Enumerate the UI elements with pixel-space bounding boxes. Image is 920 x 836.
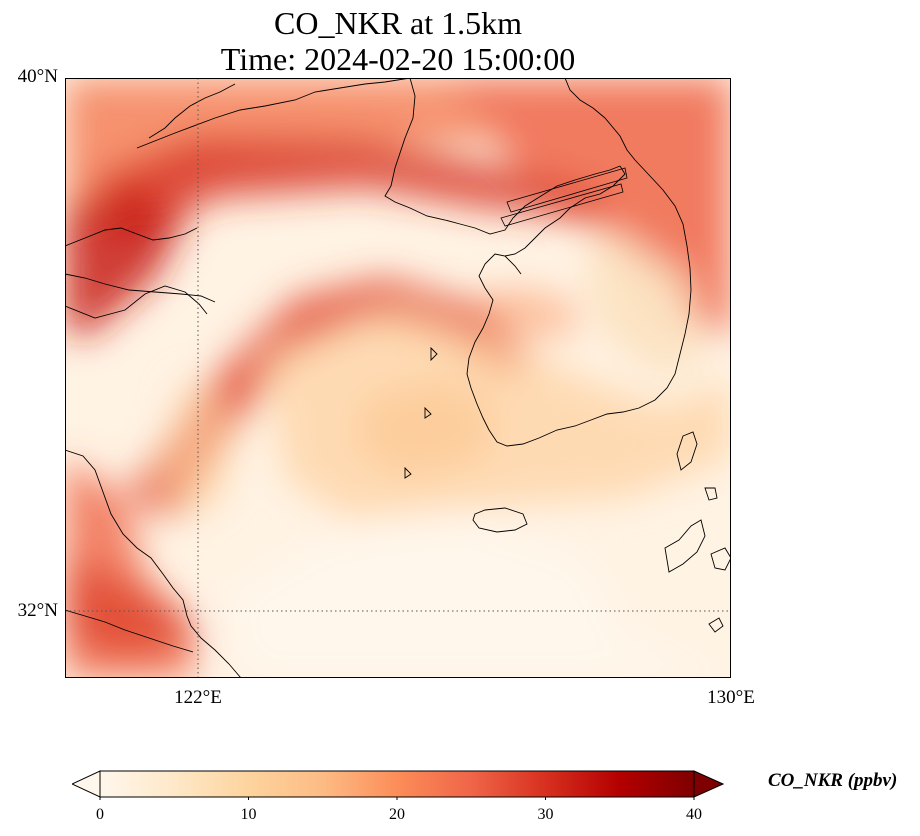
lat-tick-40: 40°N xyxy=(17,66,58,87)
colorbar xyxy=(70,770,725,830)
map-panel xyxy=(65,78,731,678)
lon-tick-122: 122°E xyxy=(174,687,222,708)
colorbar-tick-0: 0 xyxy=(96,806,104,823)
colorbar-tick-30: 30 xyxy=(537,806,554,823)
lat-tick-32: 32°N xyxy=(17,600,58,621)
map-frame xyxy=(65,78,731,678)
colorbar-label: CO_NKR (ppbv) xyxy=(768,770,898,791)
colorbar-tick-40: 40 xyxy=(686,806,702,823)
co-concentration-map xyxy=(65,78,731,678)
colorbar-min-extend xyxy=(70,770,101,798)
colorbar-tick-20: 20 xyxy=(389,806,405,823)
graticule xyxy=(65,78,731,678)
concentration-field xyxy=(65,78,731,678)
map-title-line2: Time: 2024-02-20 15:00:00 xyxy=(220,41,576,77)
colorbar-tick-10: 10 xyxy=(240,806,257,823)
colorbar-max-extend xyxy=(693,770,725,798)
colorbar-gradient xyxy=(99,770,695,798)
colorbar-bar xyxy=(70,770,725,801)
coastlines xyxy=(65,78,731,678)
map-title-line1: CO_NKR at 1.5km xyxy=(274,5,522,41)
lon-tick-130: 130°E xyxy=(707,687,755,708)
